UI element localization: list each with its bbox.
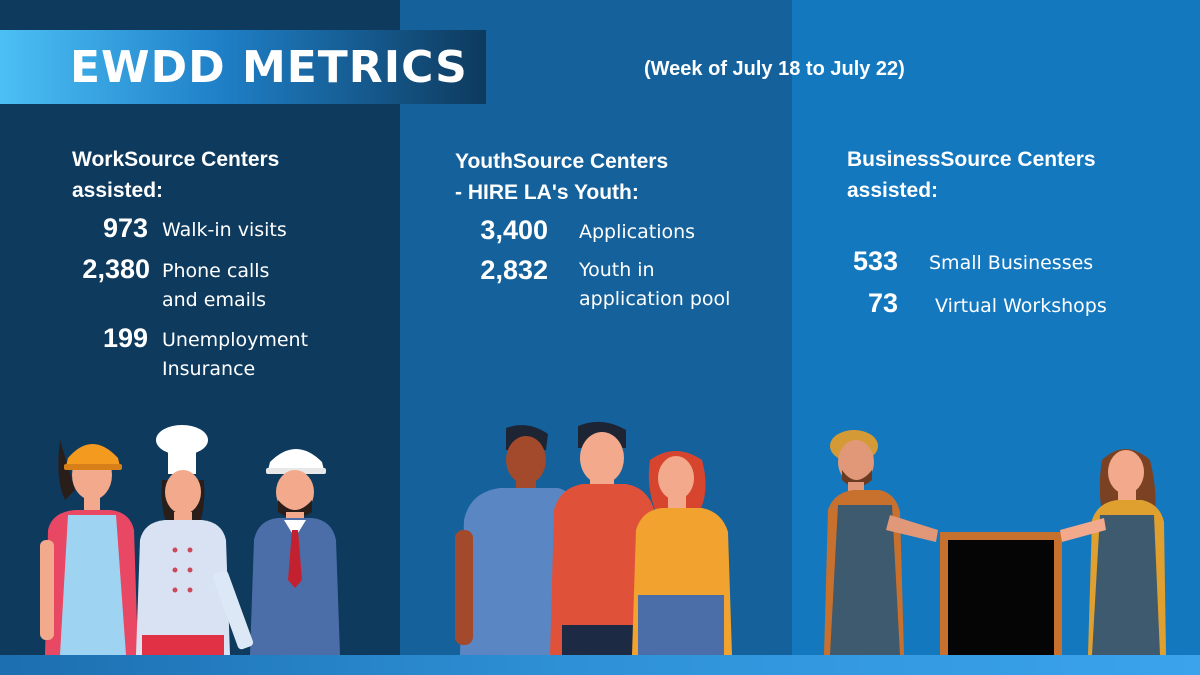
shop-owner-man-figure	[824, 430, 938, 655]
phone-label: Phone calls and emails	[162, 257, 269, 315]
phone-value: 2,380	[82, 254, 150, 284]
bottom-strip	[0, 655, 1200, 675]
construction-worker-figure	[40, 440, 138, 655]
business-illustration	[824, 430, 1166, 655]
youth-pool-value: 2,832	[480, 255, 548, 285]
walkin-label: Walk-in visits	[162, 219, 287, 241]
worksource-heading-line1: WorkSource Centers	[72, 148, 280, 171]
week-range: (Week of July 18 to July 22)	[644, 58, 905, 80]
virtual-workshops-label: Virtual Workshops	[935, 295, 1107, 317]
workers-illustration	[40, 425, 340, 655]
businesssource-heading: BusinessSource Centers assisted:	[847, 144, 1096, 206]
youth-pool-label-line2: application pool	[579, 288, 731, 310]
shop-owner-woman-figure	[1060, 449, 1166, 655]
phone-label-line1: Phone calls	[162, 260, 270, 282]
virtual-workshops-value: 73	[867, 288, 898, 318]
worksource-heading-line2: assisted:	[72, 179, 164, 202]
youthsource-heading-line1: YouthSource Centers	[455, 150, 669, 173]
chalkboard-sign	[940, 532, 1062, 655]
unemployment-label-line1: Unemployment	[162, 329, 309, 351]
youthsource-heading: YouthSource Centers - HIRE LA's Youth:	[455, 146, 668, 208]
unemployment-label: Unemployment Insurance	[162, 326, 308, 384]
engineer-figure	[212, 449, 340, 655]
unemployment-label-line2: Insurance	[162, 358, 256, 380]
youth-pool-label: Youth in application pool	[579, 256, 730, 314]
applications-label: Applications	[579, 221, 696, 243]
youth-figure-center	[550, 421, 656, 655]
title-banner	[0, 30, 486, 104]
walkin-value: 973	[102, 213, 148, 243]
youth-pool-label-line1: Youth in	[579, 259, 655, 281]
youth-figure-right	[632, 451, 732, 655]
phone-label-line2: and emails	[162, 289, 267, 311]
unemployment-value: 199	[102, 323, 148, 353]
worksource-heading: WorkSource Centers assisted:	[72, 144, 279, 206]
youth-illustration	[455, 421, 732, 655]
chef-figure	[136, 425, 230, 655]
applications-value: 3,400	[480, 215, 548, 245]
youthsource-heading-line2: - HIRE LA's Youth:	[455, 181, 639, 204]
small-business-label: Small Businesses	[929, 252, 1094, 274]
small-business-value: 533	[852, 246, 898, 276]
businesssource-heading-line1: BusinessSource Centers	[847, 148, 1096, 171]
page-title: EWDD METRICS	[70, 42, 468, 93]
businesssource-heading-line2: assisted:	[847, 179, 939, 202]
